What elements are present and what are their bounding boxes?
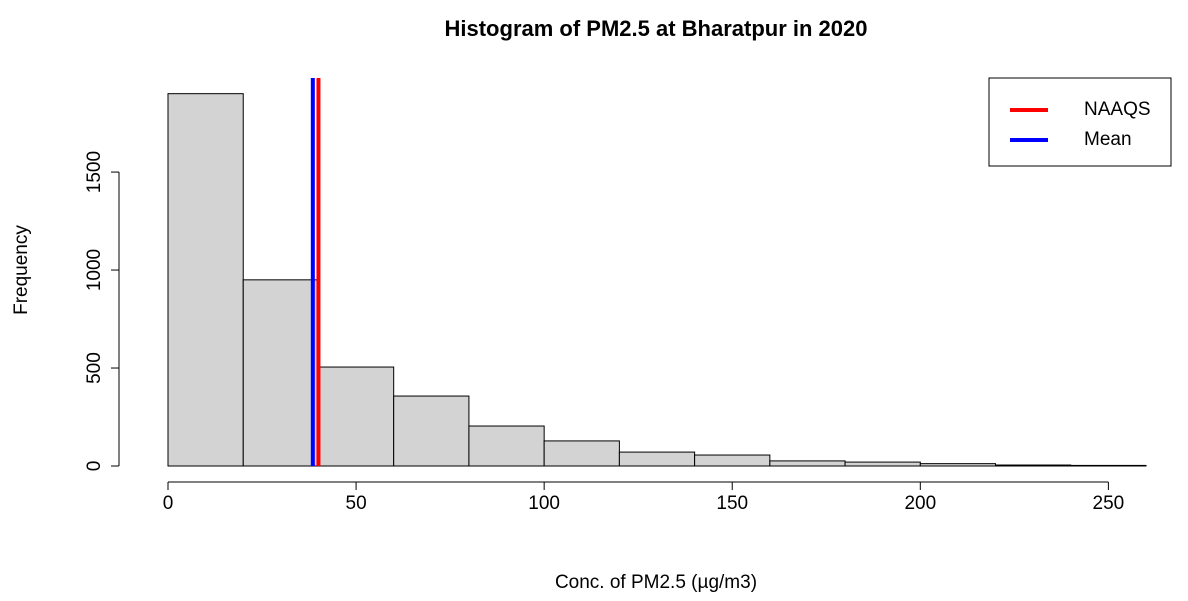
x-tick-label: 0: [163, 493, 174, 514]
y-tick-label: 500: [84, 352, 105, 384]
x-tick-label: 50: [346, 493, 367, 514]
bar: [167, 93, 244, 467]
y-tick-label: 1000: [84, 249, 105, 291]
y-tick-label: 1500: [84, 151, 105, 193]
x-tick-label: 250: [1093, 493, 1125, 514]
bar: [393, 395, 470, 467]
bar: [543, 440, 620, 467]
bar: [618, 451, 696, 467]
bar: [919, 463, 997, 467]
x-tick-label: 200: [904, 493, 936, 514]
bar: [769, 460, 846, 467]
legend-box: [988, 77, 1172, 167]
bar: [1070, 464, 1147, 467]
bar: [242, 279, 319, 467]
bar: [317, 366, 395, 467]
x-tick-label: 150: [716, 493, 748, 514]
y-axis-label: Frequency: [11, 225, 32, 315]
bar: [844, 461, 921, 467]
bar: [995, 464, 1072, 467]
bar: [468, 425, 545, 467]
chart-title: Histogram of PM2.5 at Bharatpur in 2020: [445, 16, 868, 41]
legend-label: Mean: [1084, 129, 1132, 150]
y-tick-label: 0: [84, 461, 105, 472]
legend-label: NAAQS: [1084, 99, 1151, 120]
bar: [694, 454, 771, 467]
x-tick-label: 100: [528, 493, 560, 514]
x-axis-label: Conc. of PM2.5 (µg/m3): [555, 572, 757, 593]
